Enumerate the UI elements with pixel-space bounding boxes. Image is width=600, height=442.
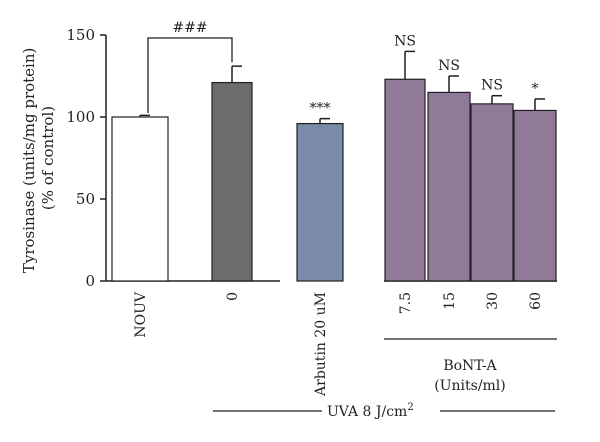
- category-labels: NOUV 0 Arbutin 20 uM 7.5 15 30 60: [133, 291, 544, 397]
- y-tick-label: 100: [66, 108, 95, 126]
- category-label: 0: [225, 292, 241, 301]
- significance-label: ***: [310, 101, 331, 117]
- y-axis-title-line2: (% of control): [39, 106, 57, 210]
- bar: [470, 103, 514, 282]
- bar: [384, 78, 426, 282]
- bar: [427, 91, 471, 282]
- bar: [211, 81, 253, 282]
- uva-group-label: UVA 8 J/cm2: [327, 402, 414, 420]
- significance-annotations: *** NS NS NS * ###: [147, 20, 539, 117]
- error-bars: [139, 50, 545, 124]
- significance-label: NS: [481, 78, 503, 94]
- category-label: 60: [528, 292, 544, 310]
- y-axis-title-line1: Tyrosinase (units/mg protein): [20, 48, 38, 273]
- y-axis-title: Tyrosinase (units/mg protein) (% of cont…: [20, 43, 57, 273]
- uva-label-superscript: 2: [407, 402, 413, 413]
- significance-label: *: [532, 81, 539, 97]
- y-tick-label: 50: [76, 190, 95, 208]
- group-labels: BoNT-A (Units/ml) UVA 8 J/cm2: [213, 338, 557, 420]
- uva-label-main: UVA 8 J/cm: [327, 404, 407, 420]
- y-tick-label: 0: [85, 272, 95, 290]
- significance-label: NS: [438, 58, 460, 74]
- bars: [111, 78, 557, 282]
- bar: [513, 109, 557, 282]
- significance-label: NS: [394, 33, 416, 49]
- botox-units-label: (Units/ml): [434, 378, 506, 394]
- comparison-label: ###: [172, 20, 207, 36]
- category-label: 30: [485, 292, 501, 310]
- y-tick-label: 150: [66, 26, 95, 44]
- botox-group-label: BoNT-A: [443, 358, 497, 374]
- category-label: 7.5: [398, 292, 414, 314]
- bar: [296, 122, 344, 282]
- bar: [111, 116, 169, 282]
- category-label: Arbutin 20 uM: [313, 292, 329, 397]
- comparison-bracket: [147, 37, 233, 113]
- category-label: 15: [442, 292, 458, 310]
- category-label: NOUV: [133, 291, 149, 338]
